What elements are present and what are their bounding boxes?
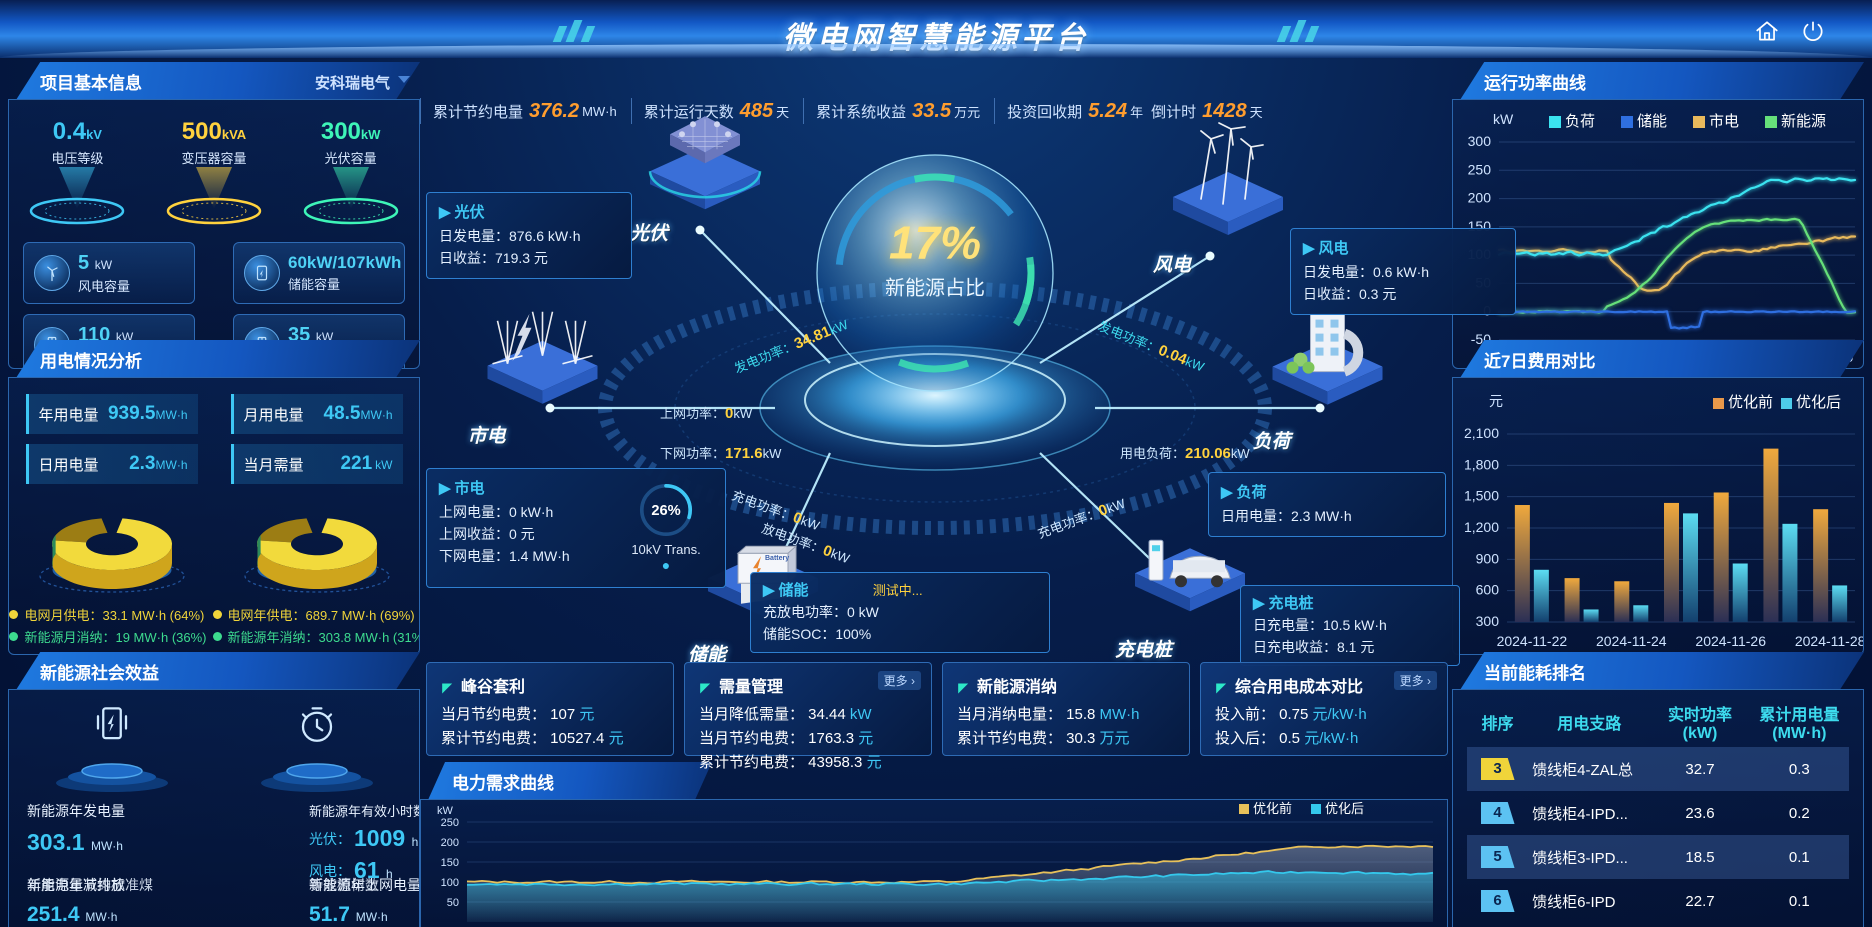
- svg-text:优化后: 优化后: [1796, 394, 1841, 411]
- svg-text:Battery: Battery: [765, 555, 789, 562]
- svg-text:市电: 市电: [1709, 113, 1739, 130]
- svg-text:优化后: 优化后: [1325, 801, 1364, 816]
- svg-text:900: 900: [1476, 550, 1500, 566]
- svg-text:1,200: 1,200: [1464, 519, 1499, 535]
- svg-text:优化前: 优化前: [1253, 801, 1292, 816]
- svg-text:2024-11-22: 2024-11-22: [1497, 633, 1568, 649]
- svg-text:2024-11-26: 2024-11-26: [1695, 633, 1766, 649]
- svg-text:元: 元: [1489, 393, 1503, 409]
- svg-text:优化前: 优化前: [1728, 394, 1773, 411]
- svg-text:300: 300: [1468, 133, 1492, 149]
- svg-text:1,800: 1,800: [1464, 456, 1499, 472]
- svg-text:250: 250: [1468, 161, 1492, 177]
- svg-text:150: 150: [441, 857, 459, 869]
- svg-text:负荷: 负荷: [1565, 113, 1595, 130]
- svg-text:2024-11-28: 2024-11-28: [1795, 633, 1864, 649]
- svg-text:2024-11-24: 2024-11-24: [1596, 633, 1667, 649]
- svg-text:kW: kW: [1493, 111, 1514, 127]
- svg-text:50: 50: [447, 897, 459, 909]
- svg-text:新能源: 新能源: [1781, 113, 1826, 130]
- svg-text:200: 200: [1468, 190, 1492, 206]
- svg-text:200: 200: [441, 837, 459, 849]
- svg-text:100: 100: [441, 877, 459, 889]
- svg-text:储能: 储能: [1637, 113, 1667, 130]
- svg-text:1,500: 1,500: [1464, 488, 1499, 504]
- svg-text:600: 600: [1476, 582, 1500, 598]
- svg-text:300: 300: [1476, 613, 1500, 629]
- svg-text:2,100: 2,100: [1464, 425, 1499, 441]
- svg-text:250: 250: [441, 817, 459, 829]
- svg-text:26%: 26%: [651, 503, 680, 519]
- svg-text:kW: kW: [437, 805, 454, 817]
